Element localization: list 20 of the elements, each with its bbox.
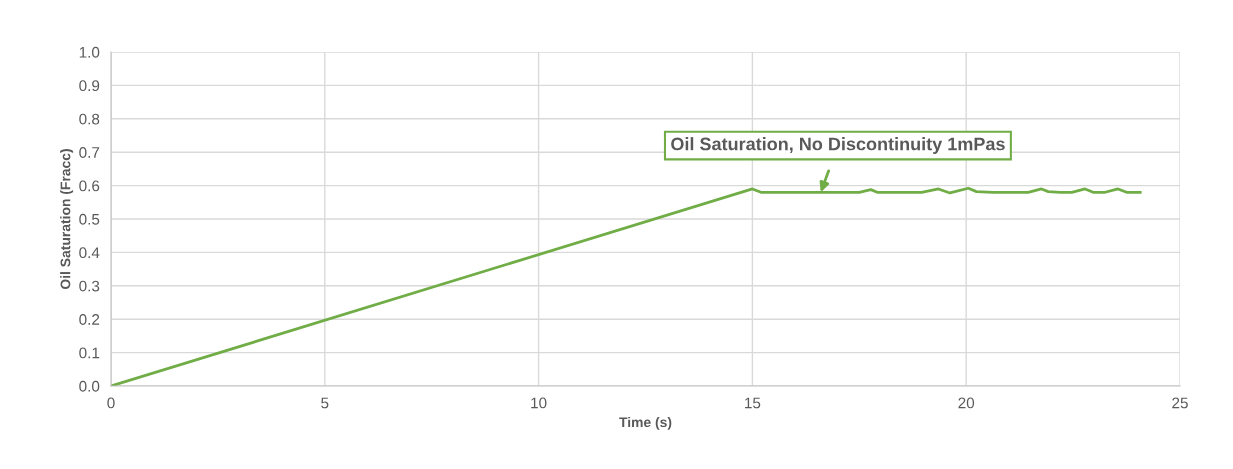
x-tick-label: 15	[745, 397, 761, 409]
y-tick-label: 0.2	[79, 314, 100, 325]
y-tick-label: 0.9	[79, 80, 100, 92]
y-tick-label: 0.6	[79, 180, 100, 192]
y-tick-label: 0.8	[79, 113, 100, 125]
y-tick-label: 0.0	[79, 380, 100, 392]
x-tick-label: 10	[531, 397, 547, 409]
y-tick-label: 0.1	[79, 347, 100, 359]
x-tick-label: 20	[958, 397, 975, 409]
x-axis-title: Time (s)	[619, 416, 672, 430]
x-tick-label: 25	[1172, 397, 1188, 409]
x-tick-label: 0	[107, 397, 115, 409]
y-tick-label: 0.4	[79, 247, 100, 259]
y-tick-label: 1.0	[79, 46, 100, 58]
x-tick-label: 5	[321, 397, 329, 409]
y-tick-label: 0.7	[79, 147, 100, 158]
y-axis-title: Oil Saturation (Fracc)	[60, 149, 74, 290]
y-tick-label: 0.5	[79, 213, 100, 225]
annotation: Oil Saturation, No Discontinuity 1mPas	[671, 137, 1005, 154]
y-tick-label: 0.3	[79, 280, 100, 292]
